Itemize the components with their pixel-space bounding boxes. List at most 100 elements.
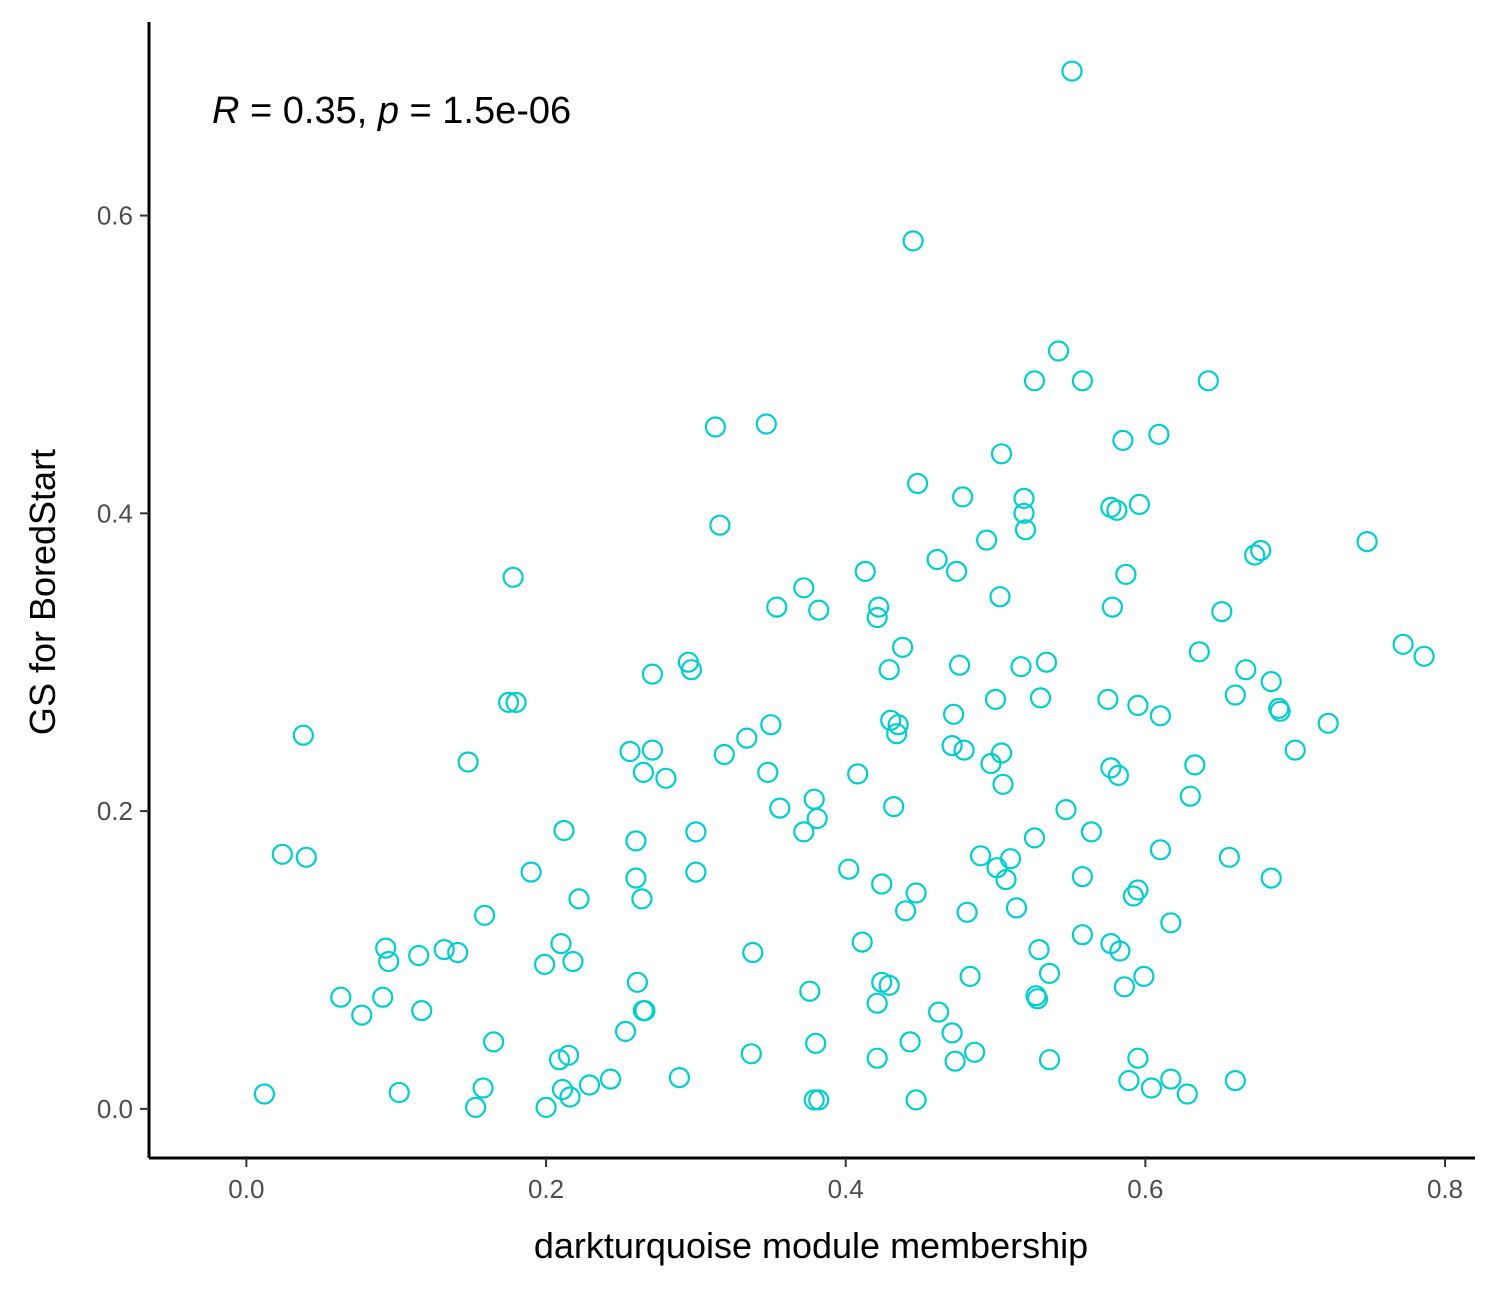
data-point bbox=[799, 980, 821, 1002]
data-point bbox=[709, 514, 731, 536]
correlation-annotation: R = 0.35, p = 1.5e-06 bbox=[212, 90, 571, 132]
data-point bbox=[1100, 757, 1122, 779]
data-point bbox=[351, 1004, 373, 1026]
data-point bbox=[1013, 487, 1035, 509]
data-point bbox=[866, 1047, 888, 1069]
data-point bbox=[1127, 879, 1149, 901]
data-point bbox=[766, 596, 788, 618]
data-point bbox=[520, 861, 542, 883]
data-point bbox=[926, 548, 948, 571]
annotation-r-symbol: R bbox=[212, 90, 239, 132]
data-point bbox=[951, 486, 974, 508]
data-point bbox=[408, 944, 430, 967]
data-point bbox=[1013, 502, 1035, 524]
data-point bbox=[1356, 530, 1378, 553]
data-point bbox=[1107, 764, 1130, 787]
data-point bbox=[614, 1020, 637, 1043]
data-point bbox=[713, 743, 735, 766]
data-point bbox=[959, 965, 981, 988]
data-point bbox=[847, 763, 869, 785]
data-point bbox=[793, 577, 815, 599]
data-point bbox=[945, 560, 968, 583]
data-point bbox=[483, 1031, 505, 1053]
data-point bbox=[1260, 867, 1282, 889]
data-point bbox=[578, 1074, 601, 1096]
data-point bbox=[992, 773, 1014, 795]
data-point bbox=[1127, 694, 1149, 717]
data-point bbox=[330, 986, 352, 1008]
data-point bbox=[1284, 739, 1306, 761]
data-point bbox=[899, 1031, 921, 1053]
data-point bbox=[838, 858, 860, 880]
data-point bbox=[1140, 1077, 1163, 1099]
data-point bbox=[1028, 938, 1050, 961]
data-point bbox=[941, 734, 963, 757]
data-point bbox=[941, 1022, 963, 1044]
data-point bbox=[1160, 1068, 1182, 1090]
x-tick-label: 0.4 bbox=[828, 1174, 864, 1204]
data-point bbox=[568, 888, 590, 910]
data-point bbox=[742, 941, 764, 964]
data-point bbox=[942, 703, 965, 725]
data-point bbox=[963, 1041, 986, 1063]
data-point bbox=[641, 663, 664, 685]
data-point bbox=[1023, 827, 1046, 849]
data-point bbox=[969, 845, 992, 867]
data-point bbox=[1097, 688, 1119, 711]
y-axis-title: GS for BoredStart bbox=[22, 449, 63, 735]
data-point bbox=[760, 714, 782, 736]
data-point bbox=[868, 596, 890, 618]
data-point bbox=[999, 848, 1022, 870]
data-point bbox=[806, 807, 828, 830]
data-point bbox=[1127, 1047, 1149, 1069]
data-point bbox=[685, 821, 707, 843]
data-point bbox=[559, 1086, 581, 1108]
data-point bbox=[1071, 924, 1094, 946]
x-axis-title: darkturquoise module membership bbox=[534, 1225, 1088, 1266]
data-point bbox=[1023, 370, 1046, 392]
data-point bbox=[1128, 493, 1151, 515]
data-point bbox=[891, 636, 914, 658]
data-point bbox=[1224, 1069, 1246, 1092]
data-point bbox=[550, 932, 572, 955]
data-point bbox=[1010, 656, 1032, 678]
data-point bbox=[1197, 370, 1219, 392]
data-point bbox=[808, 599, 830, 621]
data-point bbox=[631, 888, 653, 910]
x-tick-label: 0.0 bbox=[228, 1174, 264, 1204]
data-point bbox=[995, 868, 1017, 891]
data-point bbox=[887, 714, 909, 736]
data-point bbox=[1176, 1083, 1198, 1105]
data-point bbox=[1118, 1069, 1140, 1092]
data-point bbox=[625, 830, 647, 852]
data-point bbox=[1269, 700, 1291, 722]
y-tick-label: 0.2 bbox=[97, 796, 133, 826]
data-point bbox=[295, 846, 317, 868]
data-point bbox=[1071, 370, 1094, 392]
y-axis-ticks: 0.0 0.2 0.4 0.6 bbox=[97, 201, 149, 1124]
data-point bbox=[769, 797, 791, 819]
data-point bbox=[1038, 962, 1061, 985]
data-point bbox=[535, 1096, 557, 1119]
data-point bbox=[953, 739, 975, 761]
data-point bbox=[632, 761, 655, 784]
data-point bbox=[1113, 976, 1136, 998]
data-point bbox=[634, 999, 656, 1022]
data-point bbox=[1112, 429, 1134, 451]
data-point bbox=[1133, 965, 1155, 988]
data-point bbox=[474, 904, 496, 926]
y-tick-label: 0.0 bbox=[97, 1094, 133, 1124]
data-point bbox=[1413, 645, 1435, 667]
data-point bbox=[927, 1001, 950, 1023]
data-point bbox=[557, 1044, 580, 1066]
data-point bbox=[1250, 539, 1272, 562]
data-point bbox=[757, 761, 779, 784]
data-point bbox=[883, 795, 905, 818]
data-point bbox=[1235, 659, 1257, 681]
data-point bbox=[1122, 885, 1145, 907]
data-point bbox=[1109, 940, 1131, 962]
data-point bbox=[1005, 897, 1028, 919]
data-point bbox=[457, 751, 479, 773]
data-point bbox=[1218, 846, 1240, 868]
